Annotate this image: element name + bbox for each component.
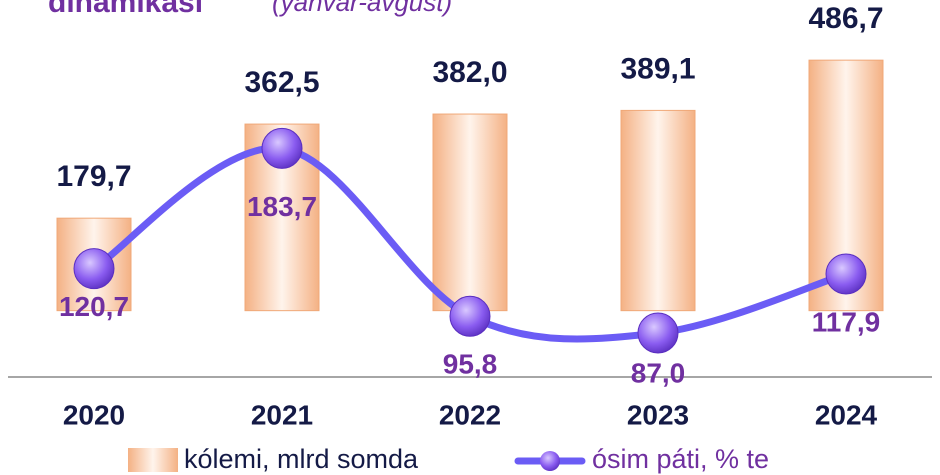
x-tick-label: 2024 bbox=[815, 399, 878, 430]
x-tick-label: 2022 bbox=[439, 399, 501, 430]
legend-swatch-marker bbox=[540, 451, 560, 471]
line-marker bbox=[261, 127, 303, 169]
chart-subtitle: (yanvar-avgust) bbox=[272, 0, 452, 17]
bar-value-label: 362,5 bbox=[244, 66, 319, 99]
bar-value-label: 179,7 bbox=[56, 160, 131, 193]
legend-swatch-bar bbox=[128, 448, 178, 472]
legend-label: kólemi, mlrd somda bbox=[184, 444, 419, 474]
line-value-label: 117,9 bbox=[812, 306, 881, 337]
line-value-label: 183,7 bbox=[247, 191, 317, 222]
line-value-label: 95,8 bbox=[443, 349, 498, 380]
x-tick-label: 2023 bbox=[627, 399, 689, 430]
bar-value-label: 382,0 bbox=[432, 56, 507, 89]
line-value-label: 120,7 bbox=[59, 291, 129, 322]
line-marker bbox=[825, 253, 867, 295]
x-tick-label: 2020 bbox=[63, 399, 125, 430]
x-tick-label: 2021 bbox=[251, 399, 313, 430]
line-marker bbox=[73, 248, 115, 290]
line-marker bbox=[449, 295, 491, 337]
line-value-label: 87,0 bbox=[631, 357, 686, 388]
bar bbox=[432, 113, 508, 312]
line-marker bbox=[637, 312, 679, 354]
chart-title: dinamikasi bbox=[48, 0, 203, 19]
bar-value-label: 389,1 bbox=[620, 52, 695, 85]
legend-label: ósim páti, % te bbox=[592, 444, 769, 474]
bar bbox=[620, 109, 696, 312]
bar-value-label: 486,7 bbox=[808, 2, 883, 35]
